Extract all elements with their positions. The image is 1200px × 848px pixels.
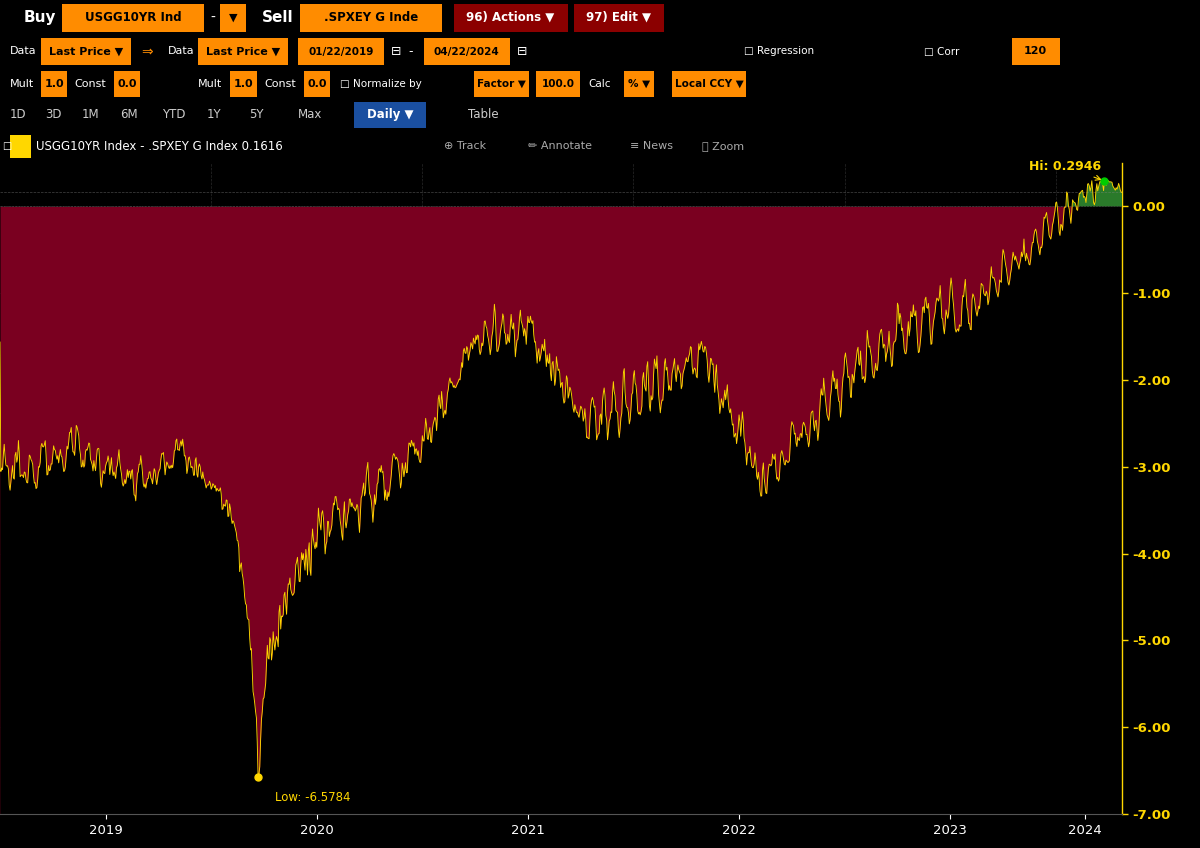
Bar [536,71,580,97]
Bar [300,3,442,31]
Text: 100.0: 100.0 [541,79,575,89]
Text: Daily ▼: Daily ▼ [367,109,413,121]
Text: 120: 120 [1024,47,1048,57]
Text: USGG10YR Ind: USGG10YR Ind [85,11,181,24]
Text: 96) Actions ▼: 96) Actions ▼ [467,11,554,24]
Text: ✏ Annotate: ✏ Annotate [528,142,592,152]
Text: 3D: 3D [46,109,62,121]
Text: .SPXEY G Inde: .SPXEY G Inde [324,11,418,24]
Text: 01/22/2019: 01/22/2019 [308,47,373,57]
Text: ⇒: ⇒ [142,44,154,59]
Text: Low: -6.5784: Low: -6.5784 [275,790,350,804]
Text: 🔍 Zoom: 🔍 Zoom [702,142,744,152]
Text: 1D: 1D [10,109,26,121]
Text: Mult: Mult [10,79,34,89]
Text: 5Y: 5Y [250,109,264,121]
Text: Calc: Calc [588,79,611,89]
Text: 97) Edit ▼: 97) Edit ▼ [586,11,652,24]
Text: 0.0: 0.0 [118,79,137,89]
Text: Local CCY ▼: Local CCY ▼ [674,79,744,89]
Text: YTD: YTD [162,109,186,121]
Text: ≡ News: ≡ News [630,142,673,152]
Text: 6M: 6M [120,109,138,121]
Text: Mult: Mult [198,79,222,89]
Bar [424,38,510,64]
Text: -: - [210,10,215,25]
Bar [114,71,140,97]
Text: □ Normalize by: □ Normalize by [340,79,421,89]
Bar [672,71,746,97]
Text: 1.0: 1.0 [234,79,253,89]
Text: ⊟: ⊟ [391,45,402,58]
Text: Sell: Sell [262,10,293,25]
Text: 1Y: 1Y [206,109,221,121]
Text: 1M: 1M [82,109,100,121]
Text: ⊟: ⊟ [517,45,528,58]
Text: Data: Data [168,47,194,57]
Text: ▼: ▼ [228,13,238,23]
Text: Max: Max [298,109,322,121]
Text: Table: Table [468,109,499,121]
Text: USGG10YR Index - .SPXEY G Index 0.1616: USGG10YR Index - .SPXEY G Index 0.1616 [36,140,283,153]
Text: 0.1616: 0.1616 [1130,186,1180,199]
Bar [474,71,529,97]
Text: □ Regression: □ Regression [744,47,814,57]
Text: 1.0: 1.0 [44,79,64,89]
Bar [304,71,330,97]
Text: Factor ▼: Factor ▼ [478,79,526,89]
Text: 0.0: 0.0 [307,79,326,89]
Text: ⊕ Track: ⊕ Track [444,142,486,152]
Text: Const: Const [74,79,106,89]
Bar [298,38,384,64]
Bar [220,3,246,31]
Text: □ Corr: □ Corr [924,47,959,57]
Text: Last Price ▼: Last Price ▼ [206,47,280,57]
Text: □: □ [2,142,12,152]
Bar [1012,38,1060,64]
Text: -: - [408,45,413,58]
Text: Buy: Buy [24,10,56,25]
Bar [454,3,568,31]
Text: % ▼: % ▼ [628,79,650,89]
Text: Const: Const [264,79,295,89]
Bar [354,103,426,127]
Bar [62,3,204,31]
Text: Last Price ▼: Last Price ▼ [49,47,122,57]
Bar [230,71,257,97]
Bar [41,38,131,64]
Bar [198,38,288,64]
Bar [10,135,31,158]
Bar [574,3,664,31]
Text: Hi: 0.2946: Hi: 0.2946 [1028,160,1102,180]
Bar [624,71,654,97]
Bar [41,71,67,97]
Text: Data: Data [10,47,36,57]
Text: 04/22/2024: 04/22/2024 [434,47,499,57]
